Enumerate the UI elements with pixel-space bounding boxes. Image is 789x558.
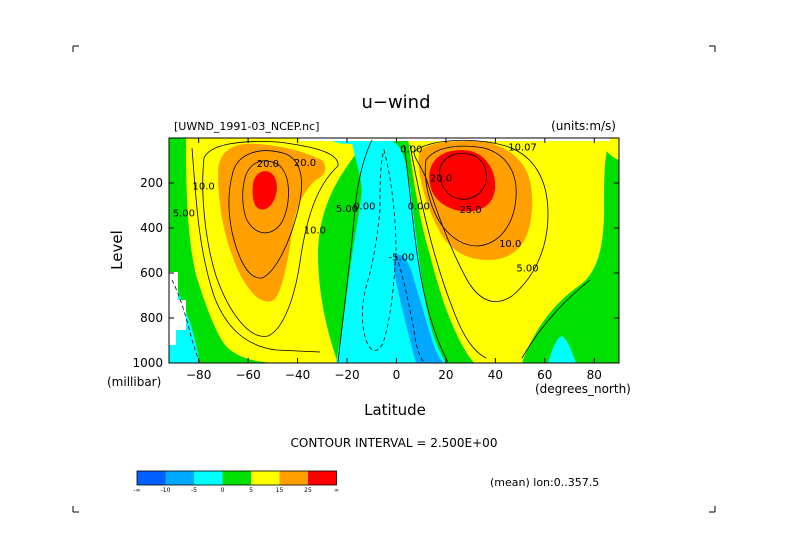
y-tick-label-2: 600 — [140, 266, 163, 280]
mean-lon-text: (mean) lon:0..357.5 — [490, 476, 599, 489]
colorbar-label-3: 0 — [221, 487, 225, 494]
x-tick-label-3: −20 — [334, 368, 359, 382]
contour-line-south-mid — [228, 150, 302, 279]
colorbar-swatch-1 — [165, 471, 194, 485]
y-tick-label-3: 800 — [140, 311, 163, 325]
contour-label-3: 5.00 — [173, 208, 195, 219]
contour-label-11: 25.0 — [460, 205, 482, 216]
plot-frame — [168, 137, 620, 364]
contour-line-north-mid — [424, 145, 517, 247]
contour-label-5: 5.00 — [336, 204, 358, 215]
contour-label-7: 0.00 — [400, 144, 422, 155]
y-tick-label-1: 400 — [140, 221, 163, 235]
crop-marks — [72, 45, 716, 513]
colorbar-swatch-4 — [251, 471, 280, 485]
colorbar-swatch-5 — [279, 471, 308, 485]
crop-mark-top-left — [72, 45, 79, 52]
colorbar-label-6: 25 — [304, 487, 312, 494]
y-axis-title: Level — [108, 230, 126, 270]
contour-label-4: 10.0 — [304, 225, 326, 236]
colorbar-swatch-6 — [308, 471, 337, 485]
x-tick-label-2: −40 — [285, 368, 310, 382]
colorbar-label-0: -∞ — [133, 487, 140, 494]
contour-label-10: 20.0 — [430, 174, 452, 185]
contour-label-1: 20.0 — [294, 158, 316, 169]
x-tick-label-8: 80 — [587, 368, 602, 382]
x-tick-label-4: 0 — [393, 368, 401, 382]
contour-field: 20.0 20.010.05.0010.05.000.000.000.00-5.0… — [169, 138, 619, 363]
colorbar-label-5: 15 — [276, 487, 284, 494]
contour-line-neg-equator-2 — [395, 255, 425, 363]
contour-label-13: 10.0 — [499, 239, 521, 250]
x-tick-label-5: 20 — [438, 368, 453, 382]
contour-labels: 20.0 20.010.05.0010.05.000.000.000.00-5.0… — [173, 142, 539, 275]
x-tick-label-6: 40 — [488, 368, 503, 382]
contour-line-south-outer — [202, 141, 339, 337]
contour-line-north-outer — [413, 139, 549, 302]
contour-line-zero-north — [403, 144, 449, 363]
contour-label-12: 10.07 — [508, 142, 537, 153]
x-tick-label-0: −80 — [186, 368, 211, 382]
contour-label-8: 0.00 — [408, 202, 430, 213]
colorbar-frame — [136, 470, 337, 486]
units-label: (units:m/s) — [551, 119, 616, 133]
colorbar-label-4: 5 — [249, 487, 253, 494]
contour-lines — [191, 139, 591, 363]
chart-title: u−wind — [361, 92, 430, 113]
band-gt25-north-core — [429, 150, 496, 212]
crop-mark-bottom-left — [72, 506, 79, 513]
contour-line-south-inner — [242, 160, 289, 234]
contour-line-south-outermost — [191, 147, 321, 353]
colorbar: -∞ -10 -5 0 5 15 25 ∞ — [133, 470, 339, 494]
x-tick-label-1: −60 — [235, 368, 260, 382]
contour-line-north-outermost — [409, 144, 591, 359]
band-15-25-south-jet — [218, 143, 326, 302]
colorbar-swatch-3 — [222, 471, 251, 485]
contour-label-14: 5.00 — [516, 264, 538, 275]
x-unit-label: (degrees_north) — [535, 382, 631, 396]
colorbar-swatch-0 — [137, 471, 166, 485]
colorbar-label-2: -5 — [191, 487, 197, 494]
contour-line-neg-south-pole — [171, 279, 201, 363]
data-file-label: [UWND_1991-03_NCEP.nc] — [174, 120, 319, 133]
missing-data-region — [169, 272, 186, 345]
band-lt-m5-equator — [393, 254, 444, 363]
colorbar-label-1: -10 — [161, 487, 171, 494]
x-tick-label-7: 60 — [537, 368, 552, 382]
contour-interval-text: CONTOUR INTERVAL = 2.500E+00 — [291, 436, 498, 450]
contour-label-0: 20.0 — [257, 159, 279, 170]
contour-lines-dashed — [171, 148, 425, 363]
y-tick-label-0: 200 — [140, 176, 163, 190]
colorbar-swatch-2 — [194, 471, 223, 485]
y-unit-label: (millibar) — [107, 375, 161, 389]
contour-line-neg-equator — [362, 148, 397, 351]
contour-label-9: -5.00 — [388, 252, 414, 263]
contour-line-zero-south — [337, 139, 373, 363]
band-5-15-north-cap — [598, 138, 619, 160]
band-gt25-south-core — [252, 171, 277, 210]
crop-mark-bottom-right — [709, 506, 716, 513]
band-m5-0-north-surface — [548, 336, 576, 363]
axes: −80 −60 −40 −20 0 20 40 60 80 200 400 600 800 1000 — [132, 138, 619, 382]
contour-label-6: 0.00 — [353, 202, 375, 213]
colorbar-label-7: ∞ — [334, 487, 339, 494]
y-tick-label-4: 1000 — [132, 356, 163, 370]
x-axis-title: Latitude — [364, 401, 426, 419]
contour-label-2: 10.0 — [192, 181, 214, 192]
missing-data-top — [300, 138, 610, 141]
contour-line-north-inner — [439, 153, 487, 200]
crop-mark-top-right — [709, 45, 716, 52]
